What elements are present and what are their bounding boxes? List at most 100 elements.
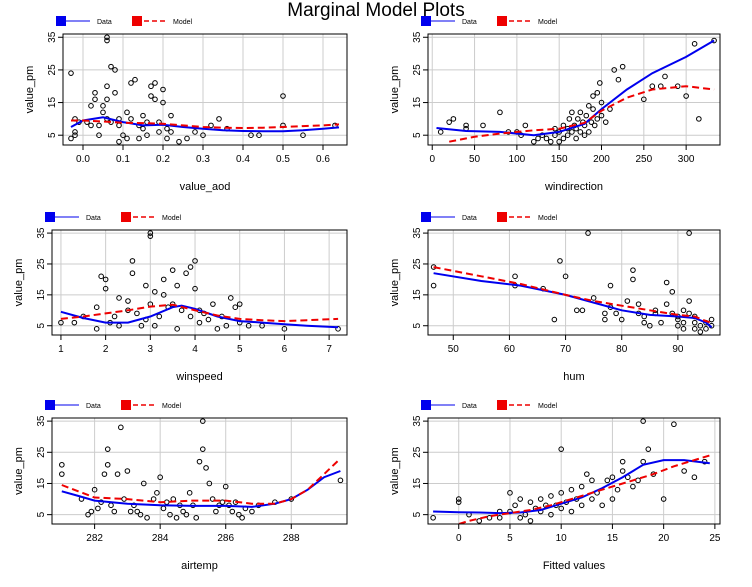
legend-model-swatch <box>497 212 507 222</box>
data-point <box>635 301 642 307</box>
data-point <box>615 76 622 83</box>
data-point <box>527 499 534 505</box>
data-point <box>675 322 681 329</box>
model-curve <box>71 119 340 130</box>
data-point <box>696 116 702 122</box>
data-point <box>108 63 114 70</box>
data-point <box>618 316 625 323</box>
data-point <box>192 285 198 292</box>
x-tick-label: 5 <box>507 533 513 544</box>
data-point <box>143 282 149 289</box>
data-point <box>496 514 503 521</box>
x-tick-label: 300 <box>678 154 695 165</box>
legend-data-swatch <box>45 400 55 410</box>
x-tick-label: 15 <box>607 533 619 544</box>
x-tick-label: 90 <box>672 344 684 355</box>
data-point <box>176 138 182 145</box>
x-tick-label: 0.1 <box>116 154 130 165</box>
data-point <box>68 135 74 142</box>
data-point <box>164 135 170 142</box>
data-point <box>144 132 150 139</box>
data-point <box>102 276 109 283</box>
data-point <box>186 490 193 496</box>
data-point <box>205 316 212 323</box>
data-point <box>152 288 158 295</box>
data-point <box>203 465 209 471</box>
legend-model-label: Model <box>162 215 182 222</box>
data-point <box>85 511 91 518</box>
data-point <box>569 129 575 135</box>
data-point <box>96 132 102 139</box>
data-point <box>697 329 704 335</box>
data-point <box>93 304 100 311</box>
panel-2: 0 50 100 150 200 250 300 5 15 25 35 windirection val… <box>389 16 721 193</box>
data-point <box>128 116 134 122</box>
data-point <box>512 273 518 280</box>
data-point <box>104 461 111 468</box>
model-curve <box>449 85 715 143</box>
data-point <box>630 276 636 283</box>
y-tick-label: 25 <box>36 446 47 458</box>
y-tick-label: 5 <box>36 323 47 329</box>
legend-data-label: Data <box>462 403 477 410</box>
x-tick-label: 150 <box>551 154 568 165</box>
data-point <box>569 109 575 116</box>
x-tick-label: 2 <box>103 344 109 355</box>
y-tick-label: 25 <box>412 258 423 270</box>
data-point <box>187 264 194 270</box>
legend-model-swatch <box>497 16 507 26</box>
data-point <box>72 132 78 139</box>
data-point <box>630 483 636 490</box>
legend-model-swatch <box>121 212 131 222</box>
data-point <box>112 67 118 73</box>
y-tick-label: 15 <box>36 477 47 489</box>
data-point <box>125 298 131 304</box>
data-point <box>88 103 94 109</box>
data-point <box>663 301 670 307</box>
data-point <box>680 319 687 326</box>
y-tick-label: 25 <box>412 446 423 458</box>
x-tick-label: 250 <box>635 154 652 165</box>
data-point <box>602 316 608 323</box>
x-tick-label: 200 <box>593 154 610 165</box>
data-point <box>134 508 141 515</box>
data-point <box>173 514 180 521</box>
legend-model-label: Model <box>538 403 558 410</box>
data-point <box>548 511 554 518</box>
data-point <box>560 135 567 142</box>
x-tick-label: 282 <box>86 533 103 544</box>
y-tick-label: 35 <box>412 227 423 239</box>
x-tick-label: 50 <box>469 154 481 165</box>
data-point <box>111 508 118 515</box>
data-point <box>602 119 609 125</box>
y-tick-label: 25 <box>47 64 58 76</box>
data-point <box>187 313 194 320</box>
data-point <box>681 468 687 474</box>
page-title: Marginal Model Plots <box>287 0 465 21</box>
legend-data-swatch <box>421 16 431 26</box>
y-tick-label: 15 <box>36 289 47 301</box>
data-point <box>558 446 564 452</box>
model-curve <box>60 303 339 323</box>
data-point <box>209 496 216 502</box>
data-point <box>96 122 102 129</box>
data-point <box>140 480 147 487</box>
x-tick-label: 0.4 <box>236 154 250 165</box>
data-point <box>613 310 619 317</box>
x-axis-label: hum <box>563 371 584 383</box>
x-tick-label: 0.2 <box>156 154 170 165</box>
data-point <box>594 89 601 96</box>
data-point <box>578 502 585 509</box>
data-point <box>280 93 286 99</box>
data-point <box>537 496 544 502</box>
x-tick-label: 0.6 <box>316 154 330 165</box>
data-point <box>168 112 174 119</box>
data-point <box>337 477 344 484</box>
data-point <box>574 307 580 314</box>
data-point <box>547 138 554 145</box>
legend-data-label: Data <box>462 215 477 222</box>
data-point <box>589 477 595 484</box>
data-point <box>686 298 692 304</box>
data-point <box>568 508 575 515</box>
data-point <box>58 319 64 326</box>
